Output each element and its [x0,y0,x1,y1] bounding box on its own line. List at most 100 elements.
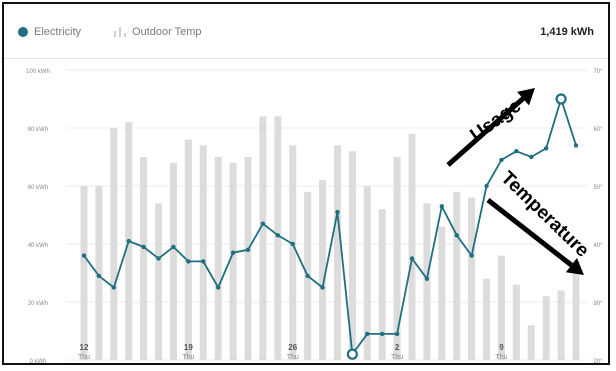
usage-point [469,253,474,258]
usage-point-highlight [555,93,567,105]
usage-point [335,209,340,215]
temperature-bar [497,255,505,360]
electricity-dot-icon [18,27,28,37]
annotation-arrows [446,88,584,275]
left-tick-label: 40 kWh [28,243,48,249]
right-axis-ticks: 20° 30° 40° 50° 60° 70° [593,69,603,363]
legend-temperature[interactable]: Outdoor Temp [114,26,202,38]
usage-point [215,285,221,290]
usage-point [186,259,191,264]
usage-point [573,143,579,148]
x-weekday-label: Thu [78,354,90,361]
usage-point [245,247,251,252]
usage-point-highlight [346,348,358,360]
right-tick-label: 70° [593,69,603,75]
right-tick-label: 40° [593,243,603,249]
temperature-bar [244,157,252,360]
left-tick-label: 0 kWh [29,359,46,363]
usage-point [484,183,489,189]
left-tick-label: 100 kWh [26,69,50,75]
usage-point [394,331,400,337]
x-weekday-label: Thu [182,354,194,361]
x-day-label: 26 [288,343,297,352]
temperature-bar [333,145,341,360]
temperature-bar [483,278,491,360]
chart-card: Electricity Outdoor Temp 1,419 kWh 0 kWh… [2,2,610,365]
x-day-label: 2 [395,343,400,352]
usage-point [260,221,266,226]
left-tick-label: 20 kWh [28,301,48,307]
right-tick-label: 50° [593,185,603,191]
usage-point [171,244,176,250]
temperature-bar [542,296,550,360]
total-usage: 1,419 kWh [540,26,594,38]
temperature-bar [423,203,431,360]
temperature-bar [95,186,103,360]
right-tick-label: 60° [593,127,603,133]
usage-point [156,256,161,261]
usage-point [543,146,549,151]
usage-annotation: Usage [467,96,525,147]
temperature-bar [378,209,386,360]
usage-point [365,331,370,337]
legend-electricity[interactable]: Electricity [18,26,81,38]
legend-temperature-label: Outdoor Temp [132,26,202,38]
right-tick-label: 20° [593,359,603,363]
x-weekday-label: Thu [495,354,507,361]
temperature-bar [259,116,267,361]
temperature-bar [80,186,88,360]
usage-arrow-shaft [446,96,525,167]
left-tick-label: 60 kWh [28,185,48,191]
usage-point [320,285,325,290]
usage-point [290,241,295,247]
usage-point [141,244,146,250]
left-axis-ticks: 0 kWh 20 kWh 40 kWh 60 kWh 80 kWh 100 kWh [26,69,50,363]
temperature-bar [527,325,535,360]
usage-point [201,259,206,264]
x-day-label: 12 [80,343,89,352]
temperature-bar [453,191,461,360]
left-tick-label: 80 kWh [28,127,48,133]
usage-point [529,154,534,160]
usage-point [96,273,102,279]
usage-point [409,256,415,261]
temperature-bar [289,145,297,360]
temperature-bar [512,284,520,360]
x-day-label: 19 [184,343,193,352]
usage-point [424,276,430,281]
usage-point [230,250,236,255]
usage-point [514,149,519,154]
x-weekday-label: Thu [287,354,299,361]
chart-header: Electricity Outdoor Temp 1,419 kWh [4,4,608,59]
usage-arrow [446,88,535,167]
usage-point [81,253,87,258]
temperature-arrow-head [565,258,584,275]
usage-point [305,273,310,279]
temperature-bar [110,128,118,360]
temperature-bar [363,186,371,360]
x-axis-labels: 12 Thu 19 Thu 26 Thu 2 Thu 9 Thu [78,343,508,361]
temperature-bar [199,145,207,360]
usage-point [439,204,445,209]
legend-electricity-label: Electricity [34,26,82,38]
usage-point [111,285,117,290]
temperature-bars-icon [114,27,126,37]
temperature-bar [140,157,148,360]
temperature-bar [229,162,237,360]
temperature-bar [438,226,446,360]
temperature-bar [184,139,192,360]
right-tick-label: 30° [593,301,603,307]
usage-polyline [83,95,577,357]
usage-point [499,157,504,163]
temperature-bar [572,261,580,360]
usage-point [126,238,131,244]
temperature-bar [348,151,356,360]
usage-temperature-chart: 0 kWh 20 kWh 40 kWh 60 kWh 80 kWh 100 kWh 20°… [26,69,603,363]
temperature-bar [408,133,416,360]
temperature-arrow [486,198,584,275]
usage-points [81,93,579,360]
temperature-bar [468,197,476,360]
temperature-bar [319,180,327,360]
temperature-bar [557,290,565,360]
x-weekday-label: Thu [391,354,403,361]
